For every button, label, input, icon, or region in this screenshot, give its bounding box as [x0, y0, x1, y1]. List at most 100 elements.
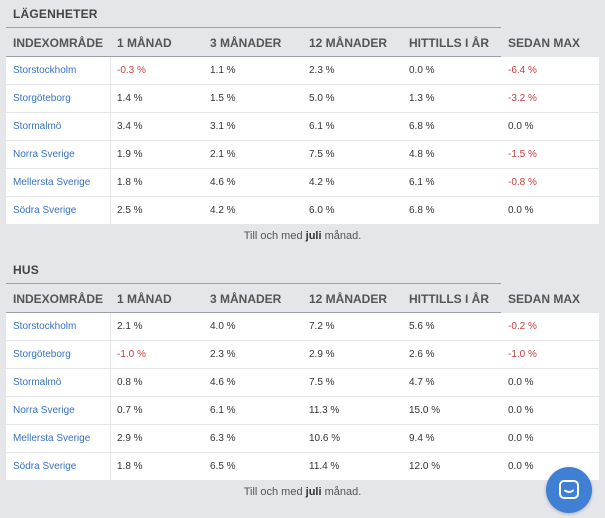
- area-link[interactable]: Mellersta Sverige: [13, 433, 91, 444]
- area-link[interactable]: Stormalmö: [13, 377, 62, 388]
- cell-since-max: -1.0 %: [508, 349, 537, 360]
- cell-3-months: 4.6 %: [210, 377, 236, 388]
- cell-ytd: 15.0 %: [409, 405, 441, 416]
- chat-bubble-icon: [559, 480, 579, 499]
- note-suffix: månad.: [324, 230, 362, 242]
- area-link[interactable]: Stormalmö: [13, 121, 62, 132]
- area-link[interactable]: Storstockholm: [13, 321, 77, 332]
- cell-3-months: 6.1 %: [210, 405, 236, 416]
- cell-1-month: 2.5 %: [117, 205, 143, 216]
- divider: [6, 27, 501, 28]
- table-row: Norra Sverige 1.9 % 2.1 % 7.5 % 4.8 % -1…: [6, 141, 599, 169]
- cell-since-max: 0.0 %: [508, 121, 534, 132]
- cell-ytd: 4.7 %: [409, 377, 435, 388]
- table-row: Storstockholm -0.3 % 1.1 % 2.3 % 0.0 % -…: [6, 57, 599, 85]
- area-link[interactable]: Storgöteborg: [13, 349, 71, 360]
- column-header: 3 MÅNADER: [210, 292, 282, 306]
- cell-1-month: 3.4 %: [117, 121, 143, 132]
- column-header: 12 MÅNADER: [309, 292, 388, 306]
- cell-12-months: 11.4 %: [309, 461, 340, 472]
- cell-12-months: 5.0 %: [309, 93, 335, 104]
- column-header: 1 MÅNAD: [117, 36, 172, 50]
- cell-3-months: 1.1 %: [210, 65, 236, 76]
- section-hus: HUS INDEXOMRÅDE 1 MÅNAD 3 MÅNADER 12 MÅN…: [6, 256, 599, 518]
- cell-12-months: 11.3 %: [309, 405, 340, 416]
- note-prefix: Till och med: [243, 486, 303, 498]
- cell-since-max: 0.0 %: [508, 205, 534, 216]
- table-header: INDEXOMRÅDE 1 MÅNAD 3 MÅNADER 12 MÅNADER…: [6, 29, 599, 57]
- cell-3-months: 2.3 %: [210, 349, 236, 360]
- cell-3-months: 3.1 %: [210, 121, 236, 132]
- section-lagenheter: LÄGENHETER INDEXOMRÅDE 1 MÅNAD 3 MÅNADER…: [6, 0, 599, 256]
- area-link[interactable]: Storgöteborg: [13, 93, 71, 104]
- cell-12-months: 4.2 %: [309, 177, 335, 188]
- cell-12-months: 7.5 %: [309, 149, 335, 160]
- column-header: SEDAN MAX: [508, 292, 581, 306]
- column-header: HITTILLS I ÅR: [409, 36, 489, 50]
- area-link[interactable]: Södra Sverige: [13, 205, 77, 216]
- cell-12-months: 6.0 %: [309, 205, 335, 216]
- cell-ytd: 6.8 %: [409, 121, 435, 132]
- table-row: Stormalmö 0.8 % 4.6 % 7.5 % 4.7 % 0.0 %: [6, 369, 599, 397]
- cell-since-max: -3.2 %: [508, 93, 537, 104]
- column-header: INDEXOMRÅDE: [13, 292, 104, 306]
- cell-since-max: 0.0 %: [508, 433, 534, 444]
- cell-since-max: 0.0 %: [508, 461, 534, 472]
- area-link[interactable]: Norra Sverige: [13, 405, 75, 416]
- cell-ytd: 6.8 %: [409, 205, 435, 216]
- divider: [6, 312, 501, 313]
- cell-1-month: -1.0 %: [117, 349, 146, 360]
- cell-1-month: 1.8 %: [117, 177, 143, 188]
- column-header: HITTILLS I ÅR: [409, 292, 489, 306]
- section-title: HUS: [13, 263, 39, 277]
- cell-1-month: 1.4 %: [117, 93, 143, 104]
- cell-12-months: 2.9 %: [309, 349, 335, 360]
- table-row: Mellersta Sverige 1.8 % 4.6 % 4.2 % 6.1 …: [6, 169, 599, 197]
- cell-3-months: 2.1 %: [210, 149, 236, 160]
- cell-since-max: -1.5 %: [508, 149, 537, 160]
- cell-1-month: 2.9 %: [117, 433, 143, 444]
- table-row: Södra Sverige 1.8 % 6.5 % 11.4 % 12.0 % …: [6, 453, 599, 480]
- cell-ytd: 9.4 %: [409, 433, 435, 444]
- cell-since-max: -0.8 %: [508, 177, 537, 188]
- cell-12-months: 6.1 %: [309, 121, 335, 132]
- cell-3-months: 6.5 %: [210, 461, 236, 472]
- period-note: Till och med juli månad.: [6, 230, 599, 242]
- note-prefix: Till och med: [243, 230, 303, 242]
- column-header: SEDAN MAX: [508, 36, 581, 50]
- area-link[interactable]: Mellersta Sverige: [13, 177, 91, 188]
- cell-since-max: 0.0 %: [508, 377, 534, 388]
- table-row: Mellersta Sverige 2.9 % 6.3 % 10.6 % 9.4…: [6, 425, 599, 453]
- area-link[interactable]: Södra Sverige: [13, 461, 77, 472]
- cell-12-months: 10.6 %: [309, 433, 341, 444]
- cell-1-month: 2.1 %: [117, 321, 143, 332]
- cell-1-month: 1.8 %: [117, 461, 143, 472]
- table-header: INDEXOMRÅDE 1 MÅNAD 3 MÅNADER 12 MÅNADER…: [6, 285, 599, 313]
- cell-3-months: 4.2 %: [210, 205, 236, 216]
- cell-since-max: 0.0 %: [508, 405, 534, 416]
- cell-ytd: 0.0 %: [409, 65, 435, 76]
- chat-launcher-button[interactable]: [546, 467, 592, 513]
- table-row: Stormalmö 3.4 % 3.1 % 6.1 % 6.8 % 0.0 %: [6, 113, 599, 141]
- cell-ytd: 6.1 %: [409, 177, 435, 188]
- column-header: INDEXOMRÅDE: [13, 36, 104, 50]
- area-link[interactable]: Norra Sverige: [13, 149, 75, 160]
- cell-3-months: 1.5 %: [210, 93, 236, 104]
- period-note: Till och med juli månad.: [6, 486, 599, 498]
- cell-since-max: -0.2 %: [508, 321, 537, 332]
- cell-1-month: 0.8 %: [117, 377, 143, 388]
- cell-1-month: -0.3 %: [117, 65, 146, 76]
- cell-12-months: 7.2 %: [309, 321, 335, 332]
- cell-1-month: 1.9 %: [117, 149, 143, 160]
- note-month: juli: [305, 486, 322, 498]
- table-row: Storgöteborg -1.0 % 2.3 % 2.9 % 2.6 % -1…: [6, 341, 599, 369]
- cell-ytd: 2.6 %: [409, 349, 435, 360]
- cell-1-month: 0.7 %: [117, 405, 143, 416]
- cell-ytd: 1.3 %: [409, 93, 435, 104]
- table-row: Södra Sverige 2.5 % 4.2 % 6.0 % 6.8 % 0.…: [6, 197, 599, 224]
- cell-12-months: 7.5 %: [309, 377, 335, 388]
- column-header: 12 MÅNADER: [309, 36, 388, 50]
- cell-since-max: -6.4 %: [508, 65, 537, 76]
- price-table: Storstockholm -0.3 % 1.1 % 2.3 % 0.0 % -…: [6, 57, 599, 224]
- area-link[interactable]: Storstockholm: [13, 65, 77, 76]
